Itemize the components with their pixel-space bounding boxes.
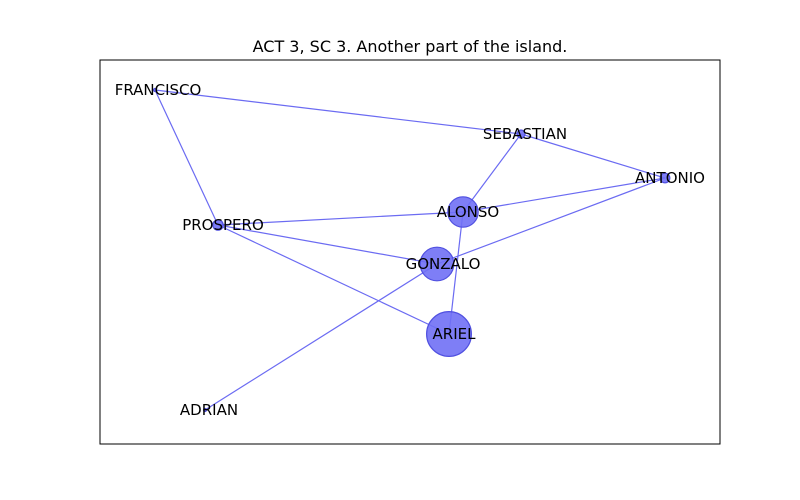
node-label-alonso: ALONSO xyxy=(437,203,499,221)
labels-layer: FRANCISCO SEBASTIAN ANTONIO ALONSO PROSPERO G… xyxy=(115,81,705,419)
plot-frame xyxy=(99,59,721,445)
node-label-sebastian: SEBASTIAN xyxy=(483,125,567,143)
node-label-francisco: FRANCISCO xyxy=(115,81,202,99)
edge-sebastian-alonso xyxy=(462,133,522,213)
figure-title: ACT 3, SC 3. Another part of the island. xyxy=(253,37,568,56)
node-gonzalo[interactable] xyxy=(419,246,455,282)
node-francisco[interactable] xyxy=(152,87,158,93)
edge-prospero-alonso xyxy=(217,211,464,226)
edge-prospero-gonzalo xyxy=(217,224,438,265)
node-sebastian[interactable] xyxy=(516,129,526,139)
edge-antonio-alonso xyxy=(462,177,666,213)
edge-francisco-sebastian xyxy=(154,89,522,135)
node-adrian[interactable] xyxy=(202,407,208,413)
node-label-antonio: ANTONIO xyxy=(635,169,705,187)
node-label-prospero: PROSPERO xyxy=(182,216,264,234)
edge-gonzalo-adrian xyxy=(204,263,438,411)
edge-prospero-ariel xyxy=(217,224,450,335)
edges-layer xyxy=(154,89,666,411)
node-label-ariel: ARIEL xyxy=(433,325,477,343)
edge-sebastian-antonio xyxy=(520,133,666,179)
edge-antonio-gonzalo xyxy=(436,177,666,265)
edge-francisco-prospero xyxy=(154,89,219,226)
node-prospero[interactable] xyxy=(212,219,224,231)
nodes-layer xyxy=(152,87,671,413)
node-ariel[interactable] xyxy=(426,311,473,358)
node-antonio[interactable] xyxy=(659,172,671,184)
node-alonso[interactable] xyxy=(447,196,479,228)
node-label-adrian: ADRIAN xyxy=(180,401,238,419)
node-label-gonzalo: GONZALO xyxy=(406,255,481,273)
